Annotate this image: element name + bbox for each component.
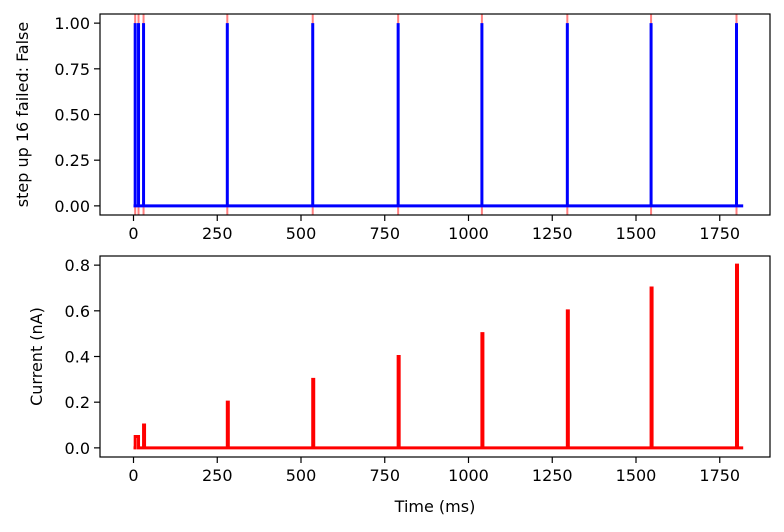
x-tick-label: 1250 <box>532 466 573 485</box>
y-tick-label: 0.0 <box>65 439 90 458</box>
series-line-0 <box>133 23 744 208</box>
x-tick-label: 1500 <box>616 466 657 485</box>
y-tick-label: 0.4 <box>65 348 90 367</box>
x-tick-label: 0 <box>128 224 138 243</box>
x-tick-label: 500 <box>286 466 317 485</box>
x-tick-label: 1750 <box>699 466 740 485</box>
x-tick-label: 250 <box>202 466 233 485</box>
y-tick-label: 0.50 <box>54 106 90 125</box>
x-tick-label: 1750 <box>699 224 740 243</box>
y-tick-label: 1.00 <box>54 14 90 33</box>
x-tick-label: 1250 <box>532 224 573 243</box>
x-tick-label: 1500 <box>616 224 657 243</box>
x-tick-label: 750 <box>369 224 400 243</box>
x-axis-label: Time (ms) <box>394 497 476 516</box>
axes-frame <box>99 255 771 458</box>
y-tick-label: 0.8 <box>65 256 90 275</box>
y-tick-label: 0.75 <box>54 60 90 79</box>
x-tick-label: 0 <box>128 466 138 485</box>
y-axis-label: Current (nA) <box>27 307 46 406</box>
x-tick-label: 1000 <box>448 466 489 485</box>
x-tick-label: 750 <box>369 466 400 485</box>
y-tick-label: 0.25 <box>54 151 90 170</box>
y-tick-label: 0.00 <box>54 197 90 216</box>
y-axis-label: step up 16 failed: False <box>13 22 32 208</box>
axes-frame <box>99 13 771 216</box>
y-tick-label: 0.6 <box>65 302 90 321</box>
x-tick-label: 250 <box>202 224 233 243</box>
y-tick-label: 0.2 <box>65 393 90 412</box>
x-tick-label: 500 <box>286 224 317 243</box>
panel-spike-plot: 0 250 500 750 1000 1250 1500 1750 0.00 0.25 0.50 0.… <box>13 13 771 243</box>
series-line-0 <box>133 263 744 450</box>
x-tick-label: 1000 <box>448 224 489 243</box>
panel-current-plot: 0 250 500 750 1000 1250 1500 1750 0.0 0.2 0.4 0.6 0.… <box>27 255 771 516</box>
